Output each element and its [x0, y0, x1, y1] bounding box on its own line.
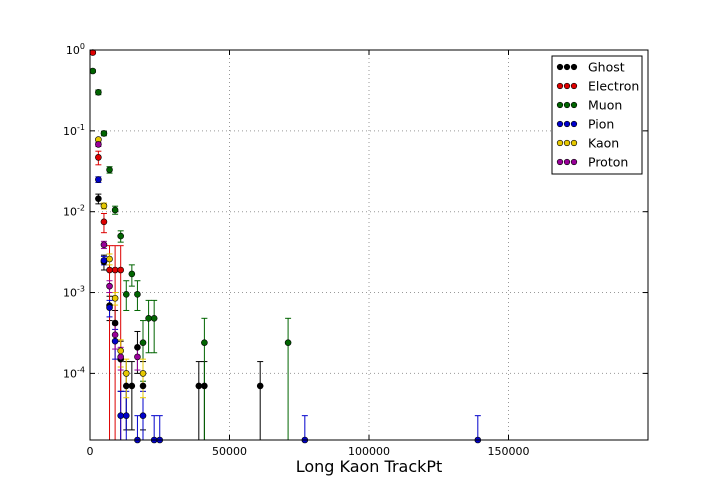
proton-point — [134, 353, 141, 361]
electron-point — [95, 154, 102, 161]
ghost-legend-marker — [563, 63, 571, 71]
x-tick-labels: 0 50000 100000 150000 — [87, 445, 530, 458]
legend-label-proton: Proton — [588, 155, 628, 170]
legend: Ghost Electron Muon Pion Kaon Proton — [551, 55, 643, 175]
muon-legend-marker — [556, 101, 564, 109]
x-tick-label: 50000 — [212, 445, 247, 458]
pion-point — [106, 304, 113, 311]
kaon-point — [139, 370, 147, 377]
pion-point — [122, 412, 130, 419]
muon-point — [201, 339, 208, 346]
ghost-legend-marker — [570, 63, 578, 71]
x-tick-label: 100000 — [348, 445, 390, 458]
proton-point — [95, 141, 102, 148]
y-tick-label: 10-2 — [63, 204, 85, 219]
kaon-point — [117, 347, 124, 355]
pion-point — [117, 412, 124, 419]
electron-point — [106, 266, 113, 274]
kaon-legend-marker — [556, 139, 564, 147]
proton-legend-marker — [570, 158, 578, 166]
electron-point — [111, 266, 119, 274]
muon-point — [89, 67, 97, 75]
legend-label-pion: Pion — [588, 117, 614, 132]
ghost-point — [134, 344, 141, 351]
muon-point — [128, 270, 136, 278]
pion-point — [111, 337, 119, 345]
muon-point — [139, 339, 147, 346]
x-tick-label: 150000 — [488, 445, 530, 458]
electron-legend-marker — [570, 82, 578, 90]
muon-point — [95, 88, 102, 96]
electron-legend-marker — [556, 82, 564, 90]
pion-point — [95, 176, 102, 183]
ghost-point — [122, 382, 130, 390]
proton-legend-marker — [556, 158, 564, 166]
ghost-legend-marker — [556, 63, 564, 71]
y-tick-label: 10-1 — [63, 123, 85, 138]
y-tick-label: 10-4 — [63, 365, 85, 380]
legend-label-muon: Muon — [588, 98, 622, 113]
electron-point — [100, 218, 108, 226]
muon-point — [122, 291, 130, 298]
data-markers — [89, 49, 482, 444]
x-tick-label: 0 — [87, 445, 94, 458]
kaon-point — [100, 202, 108, 210]
axis-ticks — [89, 49, 648, 440]
y-tick-label: 10-3 — [63, 285, 85, 300]
muon-point — [134, 291, 141, 298]
legend-box — [551, 55, 643, 175]
proton-point — [117, 353, 124, 361]
pion-legend-marker — [563, 120, 571, 128]
ghost-point — [95, 195, 102, 202]
muon-point — [117, 232, 124, 240]
legend-label-ghost: Ghost — [588, 60, 625, 75]
x-axis-label: Long Kaon TrackPt — [296, 457, 443, 476]
pion-point — [100, 257, 108, 264]
ghost-point — [256, 382, 264, 390]
electron-legend-marker — [563, 82, 571, 90]
ghost-point — [128, 382, 136, 390]
muon-point — [100, 130, 108, 137]
electron-point — [117, 266, 124, 274]
grid — [90, 50, 648, 440]
proton-point — [100, 241, 108, 249]
y-tick-labels: 10-4 10-3 10-2 10-1 100 — [63, 42, 85, 380]
kaon-point — [106, 255, 113, 263]
muon-point — [111, 206, 119, 214]
ghost-point — [139, 382, 147, 390]
muon-point — [145, 315, 152, 322]
kaon-point — [111, 294, 119, 302]
legend-label-kaon: Kaon — [588, 136, 619, 151]
kaon-legend-marker — [570, 139, 578, 147]
muon-point — [106, 166, 113, 174]
legend-label-electron: Electron — [588, 79, 639, 94]
muon-legend-marker — [570, 101, 578, 109]
pion-legend-marker — [556, 120, 564, 128]
pion-legend-marker — [570, 120, 578, 128]
proton-point — [106, 282, 113, 290]
proton-legend-marker — [563, 158, 571, 166]
muon-point — [284, 339, 292, 346]
muon-legend-marker — [563, 101, 571, 109]
pion-point — [139, 412, 147, 419]
ghost-point — [201, 382, 208, 390]
ghost-point — [195, 382, 203, 390]
kaon-point — [122, 370, 130, 377]
proton-point — [111, 331, 119, 339]
ghost-point — [111, 319, 119, 327]
muon-point — [150, 315, 158, 322]
kaon-legend-marker — [563, 139, 571, 147]
y-tick-label: 100 — [66, 42, 85, 57]
